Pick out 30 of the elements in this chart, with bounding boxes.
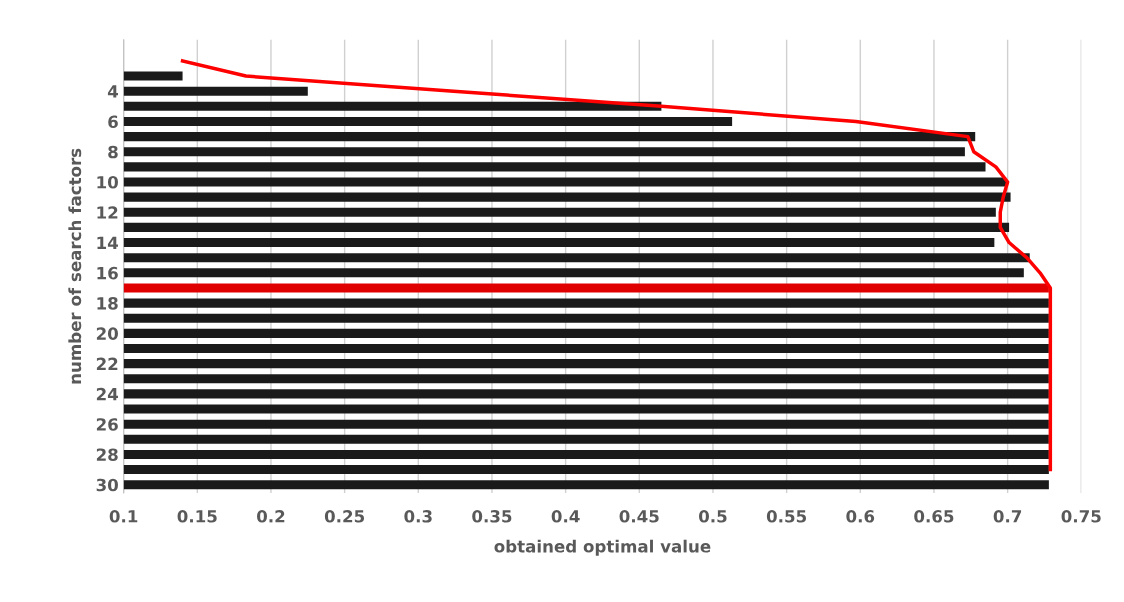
x-tick-label: 0.6 [846,510,875,523]
x-tick-label: 0.45 [619,510,659,523]
y-tick-label: 28 [96,448,118,462]
x-tick-label: 0.2 [257,510,285,523]
y-tick-label: 30 [96,478,118,492]
x-tick-label: 0.4 [551,510,580,523]
x-tick-label: 0.75 [1061,510,1101,523]
x-tick-label: 0.5 [699,510,727,523]
x-tick-label: 0.15 [177,510,217,523]
x-tick-label: 0.1 [109,510,138,523]
y-tick-label: 18 [97,297,118,310]
y-tick-label: 6 [108,115,118,129]
x-tick-label: 0.65 [914,510,954,523]
x-tick-label: 0.25 [324,510,365,523]
y-tick-label: 4 [107,85,119,98]
y-tick-label: 10 [97,175,118,189]
x-tick-label: 0.55 [766,510,807,523]
y-tick-label: 16 [97,266,118,280]
y-tick-label: 22 [96,357,118,370]
x-tick-label: 0.35 [472,510,512,523]
y-tick-label: 26 [96,418,118,431]
y-tick-label: 12 [97,206,118,219]
y-tick-label: 14 [97,236,119,249]
y-axis-title: number of search factors [68,148,82,384]
y-tick-label: 20 [96,327,118,340]
x-axis-title: obtained optimal value [494,539,711,556]
y-tick-label: 8 [108,145,118,159]
x-tick-label: 0.7 [993,510,1022,523]
y-tick-label: 24 [96,387,119,401]
x-tick-label: 0.3 [404,510,432,523]
